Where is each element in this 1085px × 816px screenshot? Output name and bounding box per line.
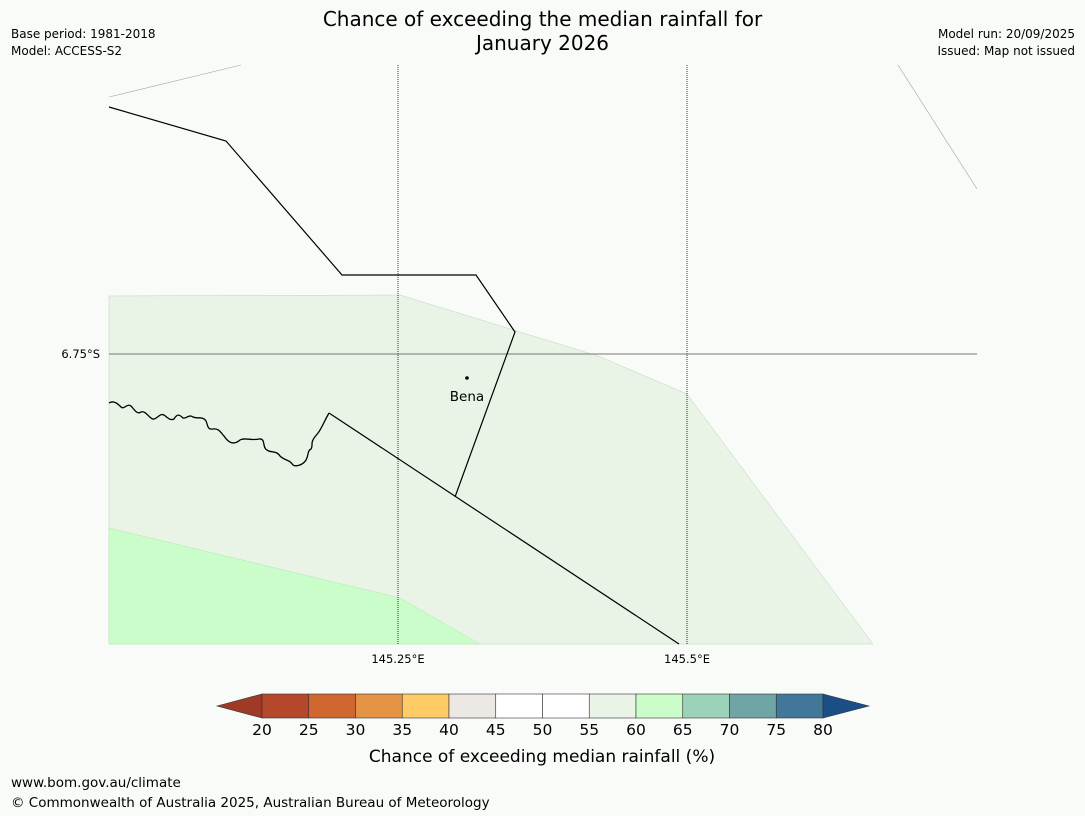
province-boundary	[108, 106, 516, 498]
colorbar-swatch	[261, 693, 310, 719]
colorbar-label: Chance of exceeding median rainfall (%)	[369, 747, 715, 767]
colorbar-tick-label: 30	[346, 721, 366, 739]
colorbar-swatch	[401, 693, 450, 719]
colorbar-tick-label: 70	[720, 721, 740, 739]
longitude-label: 145.5°E	[664, 652, 710, 666]
colorbar-swatch	[588, 693, 637, 719]
colorbar-swatch	[729, 693, 777, 719]
colorbar-swatch	[542, 693, 590, 719]
longitude-label: 145.25°E	[371, 652, 424, 666]
issued-text: Issued: Map not issued	[937, 44, 1075, 58]
base-period-text: Base period: 1981-2018	[11, 27, 156, 41]
colorbar-extend-high	[822, 693, 871, 719]
colorbar-tick-label: 40	[439, 721, 459, 739]
colorbar-tick-label: 55	[579, 721, 599, 739]
colorbar-swatch	[355, 693, 403, 719]
place-label: Bena	[450, 389, 484, 405]
footer-copyright: © Commonwealth of Australia 2025, Austra…	[11, 795, 490, 811]
colorbar-extend-low	[215, 693, 263, 719]
map-title: Chance of exceeding the median rainfall …	[0, 7, 1085, 55]
faint-boundary-line	[897, 64, 978, 190]
probability-area-65-70	[108, 527, 481, 645]
meta-left: Base period: 1981-2018 Model: ACCESS-S2	[11, 26, 156, 60]
faint-boundary-line	[108, 64, 242, 98]
river-line	[108, 401, 330, 467]
colorbar-tick-label: 60	[626, 721, 646, 739]
colorbar-swatch	[682, 693, 730, 719]
colorbar-swatch	[775, 693, 824, 719]
colorbar-tick-label: 50	[533, 721, 553, 739]
place-marker-dot	[465, 376, 469, 380]
colorbar-swatch	[448, 693, 497, 719]
colorbar-tick-label: 20	[252, 721, 272, 739]
colorbar-tick-label: 25	[299, 721, 319, 739]
map-title-line2: January 2026	[475, 31, 610, 55]
colorbar-tick-label: 35	[392, 721, 412, 739]
province-boundary	[328, 412, 680, 645]
latitude-label: 6.75°S	[61, 347, 100, 361]
colorbar-tick-label: 45	[486, 721, 506, 739]
colorbar-tick-label: 80	[813, 721, 833, 739]
colorbar-swatch	[308, 693, 356, 719]
colorbar-tick-label: 75	[766, 721, 786, 739]
colorbar-swatch	[635, 693, 684, 719]
footer-url[interactable]: www.bom.gov.au/climate	[11, 775, 181, 791]
colorbar-tick-label: 65	[673, 721, 693, 739]
map-title-line1: Chance of exceeding the median rainfall …	[322, 7, 763, 31]
meta-right: Model run: 20/09/2025 Issued: Map not is…	[937, 26, 1075, 60]
model-text: Model: ACCESS-S2	[11, 44, 123, 58]
model-run-text: Model run: 20/09/2025	[937, 27, 1075, 41]
colorbar: 20 25 30 35 40 45 50 55 60 65 70 75 80	[215, 693, 871, 739]
colorbar-swatch	[495, 693, 543, 719]
